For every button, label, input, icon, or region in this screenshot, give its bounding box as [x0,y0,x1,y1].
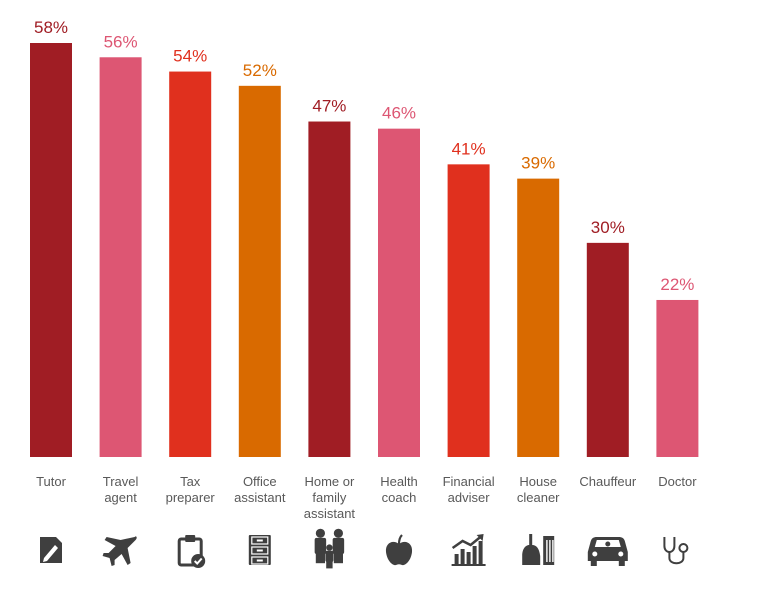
airplane-icon [102,536,137,566]
category-label: agent [104,490,137,505]
value-label: 58% [34,18,68,37]
category-label: Doctor [658,474,697,489]
category-label: family [312,490,346,505]
bar-1 [30,43,72,457]
document-pencil-icon [40,537,62,563]
rising-chart-icon [451,534,486,566]
apple-icon [385,534,413,566]
category-label: House [519,474,557,489]
clipboard-check-icon [177,535,206,568]
value-label: 46% [382,104,416,123]
value-label: 47% [312,97,346,116]
value-label: 54% [173,47,207,66]
value-labels-group: 58% 56% 54% 52% 47% 46% 41% 39% 30% 22% [34,18,694,294]
bar-4 [238,85,281,458]
category-label: Tax [180,474,201,489]
bar-10 [656,299,699,457]
bar-2 [99,57,142,457]
category-label: Chauffeur [579,474,637,489]
category-labels-group: Tutor TravelagentTaxpreparerOfficeassista… [36,474,697,521]
broom-bucket-icon [522,534,555,565]
value-label: 22% [660,275,694,294]
bar-5 [308,121,351,457]
file-cabinet-icon [248,535,271,565]
category-label: preparer [166,490,216,505]
category-label: Tutor [36,474,67,489]
stethoscope-icon [663,537,689,565]
value-label: 30% [591,218,625,237]
icons-group [40,528,689,569]
category-label: adviser [448,490,491,505]
bar-3 [169,71,212,457]
value-label: 56% [104,32,138,51]
value-label: 39% [521,154,555,173]
category-label: Financial [443,474,495,489]
family-icon [314,528,345,569]
category-label: Office [243,474,277,489]
category-label: assistant [234,490,286,505]
bar-6 [378,128,420,458]
category-label: assistant [304,506,356,521]
category-label: Health [380,474,418,489]
category-label: cleaner [517,490,560,505]
bar-8 [517,178,560,457]
value-label: 41% [452,139,486,158]
category-label: Travel [103,474,139,489]
category-label: Home or [304,474,355,489]
category-label: coach [382,490,417,505]
value-label: 52% [243,61,277,80]
bar-7 [447,164,490,457]
bars-group [30,43,699,458]
bar-9 [586,242,629,457]
car-icon [587,537,628,566]
